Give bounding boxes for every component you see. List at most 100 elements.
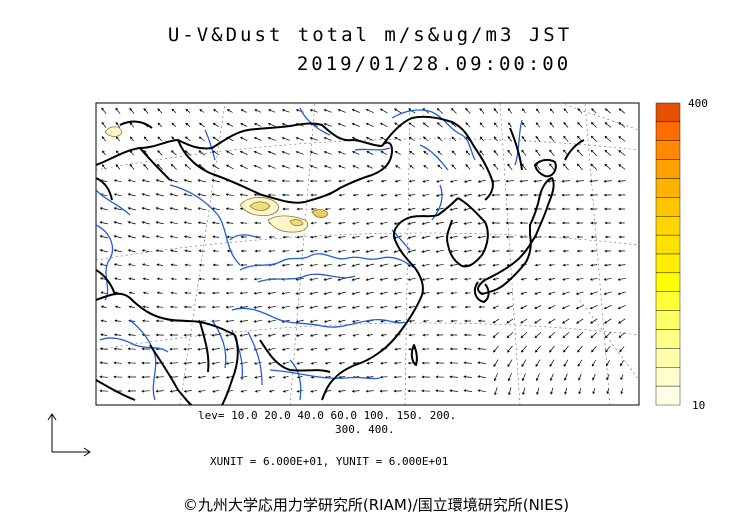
wind-vector [437,136,443,142]
wind-vector [534,345,541,353]
wind-vector [338,333,346,337]
wind-vector [561,305,570,310]
wind-vector [309,179,318,183]
wind-vector [592,388,596,395]
wind-vector [225,375,234,379]
wind-vector [170,263,177,267]
wind-vector [577,108,583,114]
wind-vector [421,277,430,281]
wind-vector [421,263,430,267]
wind-vector [127,375,136,379]
wind-vector [380,151,388,155]
wind-vector [324,207,331,211]
wind-vector [267,292,276,295]
wind-vector [143,108,149,114]
wind-vector [170,291,177,295]
wind-vector [240,249,247,253]
wind-vector [157,150,163,156]
wind-vector [295,136,304,141]
wind-vector [603,207,612,211]
wind-vector [617,179,626,183]
wind-vector [323,249,332,253]
wind-vector [141,193,150,197]
wind-vector [521,135,527,142]
wind-vector [155,179,164,183]
wind-vector [451,136,457,142]
wind-vector [620,388,624,395]
wind-vector [282,375,289,379]
wind-vector [169,235,178,239]
wind-vector [507,149,513,156]
wind-vector [604,221,611,225]
wind-vector [169,305,178,309]
wind-vector [351,291,360,295]
wind-vector [547,207,556,211]
wind-vector [550,387,554,395]
wind-vector [507,163,513,171]
wind-vector [184,277,191,281]
wind-vector [352,221,360,225]
wind-vector [449,235,458,239]
wind-vector [393,263,402,267]
wind-vector [563,108,569,114]
wind-vector [170,277,177,281]
wind-vector [534,291,542,295]
wind-vector [521,108,526,114]
wind-vector [197,193,206,197]
wind-vector [183,361,192,365]
wind-vector [171,108,177,114]
wind-vector [142,291,149,295]
wind-vector [143,136,148,142]
wind-vector [379,291,388,295]
wind-vector [450,179,458,183]
wind-vector [589,207,598,211]
wind-vector [309,151,318,155]
wind-vector [197,389,206,393]
wind-vector [379,263,388,267]
wind-vector [409,165,415,169]
wind-vector [407,291,416,295]
colorbar-cell [655,178,681,198]
colorbar-cell [655,272,681,292]
wind-vector [309,109,318,113]
wind-vector [592,373,596,381]
wind-vector [211,179,220,183]
wind-vector [127,389,136,393]
wind-vector [449,207,458,211]
wind-vector [281,347,290,351]
wind-vector [394,136,402,142]
wind-vector [268,109,276,113]
wind-vector [337,291,346,295]
wind-vector [577,345,583,353]
wind-vector [407,207,416,211]
wind-vector [365,136,374,141]
wind-vector [309,249,318,253]
wind-vector [225,347,234,351]
wind-vector [114,319,122,323]
wind-vector [142,305,149,309]
wind-vector [380,361,388,365]
wind-vector [366,151,374,155]
colorbar [655,102,681,406]
wind-vector [337,263,346,267]
wind-vector [435,263,444,267]
wind-vector [169,221,178,225]
wind-vector [239,179,248,183]
wind-vector [282,235,289,239]
wind-vector [506,305,514,309]
wind-vector [155,235,164,239]
wind-vector [436,333,444,337]
wind-vector [183,235,192,239]
wind-vector [617,277,626,281]
wind-vector [379,235,388,239]
wind-vector [156,163,163,170]
wind-vector [100,333,108,337]
wind-vector [197,305,206,309]
wind-vector [604,249,612,253]
wind-vector [477,361,486,365]
wind-vector [352,151,360,155]
wind-vector [408,319,415,323]
wind-vector [197,179,206,183]
wind-vector [212,249,219,253]
wind-vector [534,318,542,324]
